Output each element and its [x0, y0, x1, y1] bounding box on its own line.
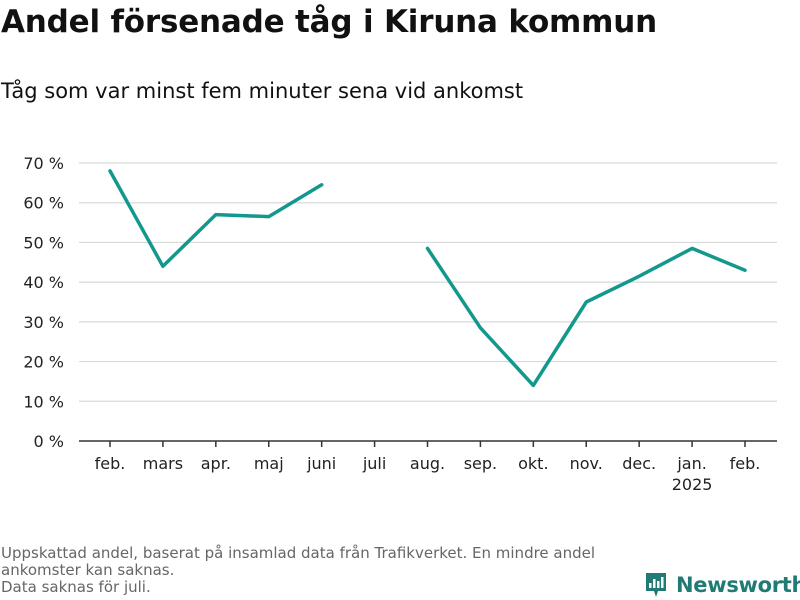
y-tick-label: 40 % — [23, 273, 64, 292]
newsworthy-logo[interactable]: Newsworthy — [644, 570, 800, 600]
x-tick-label: dec. — [622, 454, 656, 473]
y-tick-label: 20 % — [23, 353, 64, 372]
y-axis-ticks: 0 % 10 % 20 % 30 % 40 % 50 % 60 % 70 % — [23, 154, 64, 451]
footnote-line: Uppskattad andel, baserat på insamlad da… — [1, 544, 596, 562]
x-tick-label: aug. — [410, 454, 445, 473]
x-tick-label: juli — [362, 454, 386, 473]
x-tick-label: apr. — [201, 454, 231, 473]
footnote-line: ankomster kan saknas. — [1, 561, 175, 579]
logo-text: Newsworthy — [676, 573, 800, 597]
chart-title: Andel försenade tåg i Kiruna kommun — [1, 4, 657, 40]
y-tick-label: 10 % — [23, 392, 64, 411]
x-tick-label: okt. — [518, 454, 548, 473]
series-line — [108, 169, 324, 269]
grid-lines — [79, 162, 777, 402]
x-tick-label: maj — [254, 454, 284, 473]
x-tick-label: feb. — [95, 454, 126, 473]
x-tick-label: jan. — [676, 454, 706, 473]
y-tick-label: 50 % — [23, 233, 64, 252]
series-line — [425, 246, 747, 388]
y-tick-label: 70 % — [23, 154, 64, 173]
x-tick-label: juni — [306, 454, 336, 473]
footnote: Uppskattad andel, baserat på insamlad da… — [1, 545, 641, 596]
footnote-line: Data saknas för juli. — [1, 578, 151, 596]
x-axis: feb. mars apr. maj juni juli aug. sep. okt. nov. d… — [79, 440, 777, 494]
chart-subtitle: Tåg som var minst fem minuter sena vid a… — [1, 79, 524, 103]
series-lines — [108, 169, 747, 388]
y-tick-label: 30 % — [23, 313, 64, 332]
x-year-label: 2025 — [672, 475, 713, 494]
y-tick-label: 0 % — [34, 432, 64, 451]
x-tick-label: feb. — [730, 454, 761, 473]
y-tick-label: 60 % — [23, 194, 64, 213]
newsworthy-logo-icon — [646, 573, 666, 597]
x-tick-label: sep. — [464, 454, 497, 473]
x-tick-label: nov. — [570, 454, 603, 473]
x-tick-label: mars — [143, 454, 183, 473]
